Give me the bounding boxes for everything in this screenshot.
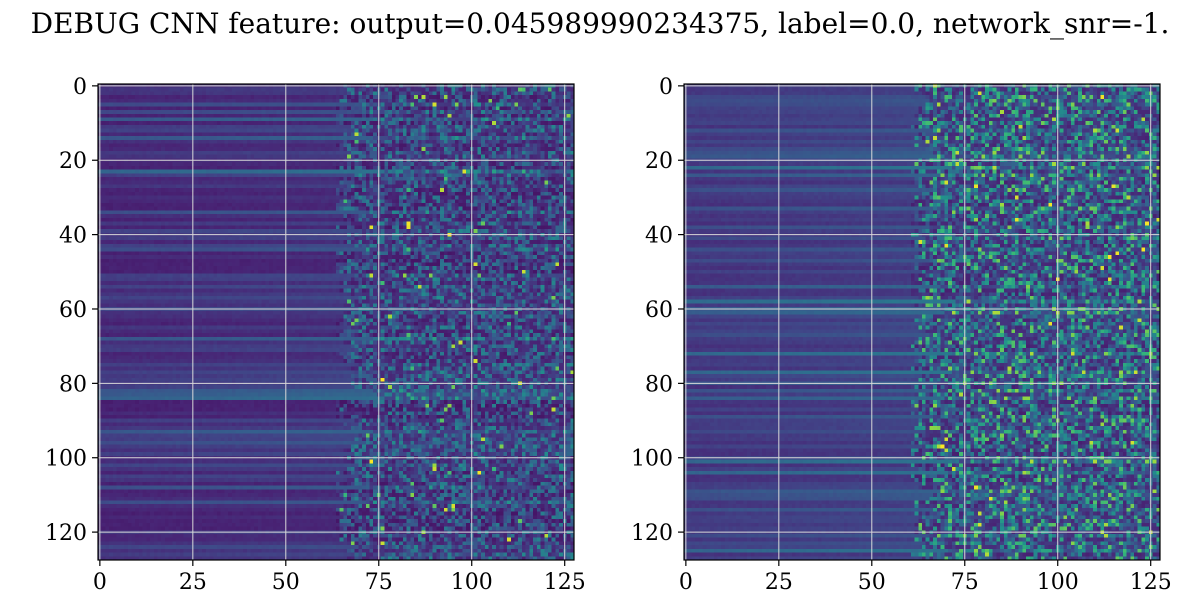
y-tick-label: 20 xyxy=(645,149,673,174)
x-tick-label: 100 xyxy=(1037,570,1079,595)
figure-title: DEBUG CNN feature: output=0.045989990234… xyxy=(31,7,1170,40)
y-tick-label: 120 xyxy=(631,521,673,546)
x-tick-label: 0 xyxy=(679,570,693,595)
x-tick-label: 25 xyxy=(179,570,207,595)
y-tick-label: 40 xyxy=(645,224,673,249)
y-tick-label: 60 xyxy=(645,298,673,323)
y-tick-label: 0 xyxy=(659,75,673,100)
x-tick-label: 50 xyxy=(272,570,300,595)
x-tick-label: 75 xyxy=(951,570,979,595)
heatmap-image xyxy=(98,84,574,560)
left-heatmap-axes: 0 25 50 75 100 125 0 20 40 60 80 100 120 xyxy=(45,75,586,595)
y-tick-label: 20 xyxy=(59,149,87,174)
y-tick-label: 60 xyxy=(59,298,87,323)
x-tick-label: 125 xyxy=(1130,570,1172,595)
x-tick-label: 75 xyxy=(365,570,393,595)
axes-frame xyxy=(683,83,1161,561)
x-tick-label: 50 xyxy=(858,570,886,595)
x-tick-label: 125 xyxy=(544,570,586,595)
y-tick-label: 40 xyxy=(59,224,87,249)
x-tick-label: 100 xyxy=(451,570,493,595)
y-tick-label: 100 xyxy=(45,447,87,472)
x-tick-label: 0 xyxy=(93,570,107,595)
y-tick-label: 80 xyxy=(645,372,673,397)
right-heatmap-axes: 0 25 50 75 100 125 0 20 40 60 80 100 120 xyxy=(631,75,1172,595)
axes-frame xyxy=(97,83,575,561)
x-tick-label: 25 xyxy=(765,570,793,595)
y-tick-label: 100 xyxy=(631,447,673,472)
y-tick-label: 80 xyxy=(59,372,87,397)
heatmap-image xyxy=(684,84,1160,560)
y-tick-label: 0 xyxy=(73,75,87,100)
y-tick-label: 120 xyxy=(45,521,87,546)
